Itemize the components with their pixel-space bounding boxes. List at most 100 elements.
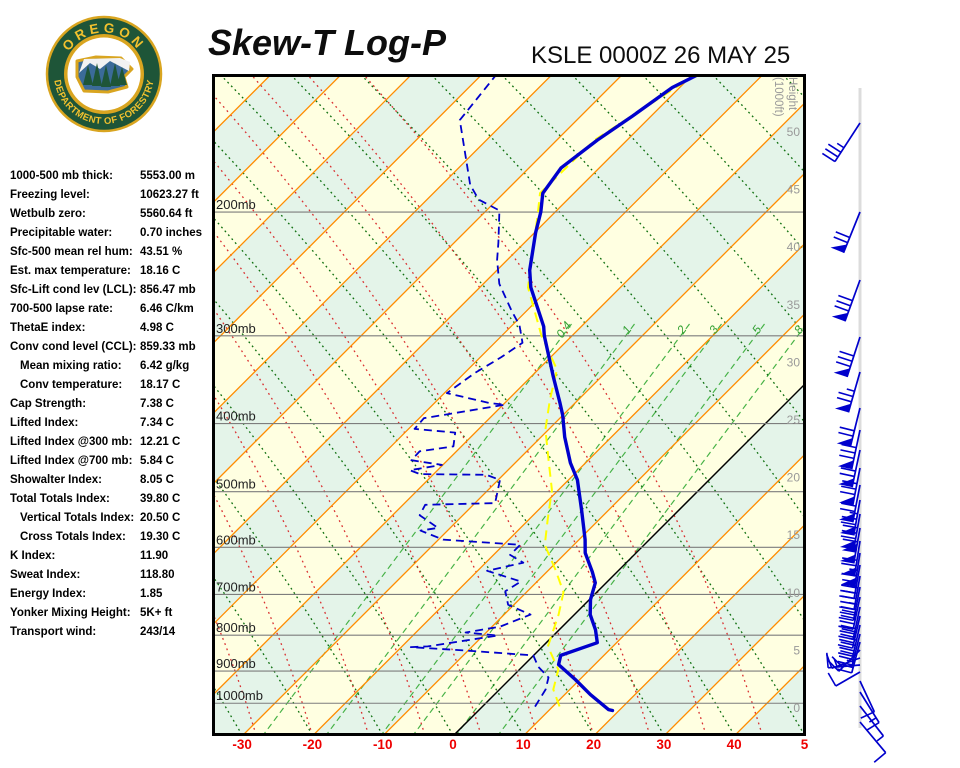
index-label: Lifted Index @700 mb: (10, 455, 133, 467)
index-row: Total Totals Index: 39.80 C (10, 490, 222, 509)
index-label: Yonker Mixing Height: (10, 607, 131, 619)
station-header: KSLE 0000Z 26 MAY 25 (531, 42, 791, 69)
index-label: Lifted Index: (10, 417, 79, 429)
wind-barb (837, 429, 861, 470)
height-tick-label: 30 (787, 355, 801, 369)
index-value: 856.47 mb (140, 284, 196, 296)
index-value: 0.70 inches (140, 227, 203, 239)
pressure-label: 800mb (216, 620, 256, 635)
temp-axis-label: -10 (373, 737, 393, 752)
index-value: 859.33 mb (140, 341, 196, 353)
index-row: Conv temperature: 18.17 C (10, 376, 222, 395)
index-value: 118.80 (140, 569, 175, 581)
index-row: 700-500 lapse rate: 6.46 C/km (10, 300, 222, 319)
skewt-chart: 200mb 300mb 400mb 500mb 600mb 700mb 800mb 900mb… (212, 74, 812, 768)
index-label: Conv temperature: (20, 379, 123, 391)
pressure-label: 300mb (216, 321, 256, 336)
index-label: Showalter Index: (10, 474, 103, 486)
index-label: K Index: (10, 550, 56, 562)
index-row: Sfc-Lift cond lev (LCL): 856.47 mb (10, 281, 222, 300)
index-value: 20.50 C (140, 512, 181, 524)
height-tick-label: 25 (787, 413, 801, 427)
temp-axis-label: 5 (801, 737, 809, 752)
index-label: Precipitable water: (10, 227, 113, 239)
index-value: 18.16 C (140, 265, 181, 277)
height-tick-label: 45 (787, 183, 801, 197)
index-label: Wetbulb zero: (10, 208, 86, 220)
wind-barb (859, 721, 887, 763)
index-value: 243/14 (140, 626, 176, 638)
index-value: 7.38 C (140, 398, 174, 410)
index-label: Freezing level: (10, 189, 90, 201)
index-row: Energy Index: 1.85 (10, 585, 222, 604)
temp-axis-label: -30 (232, 737, 252, 752)
index-label: Est. max temperature: (10, 265, 131, 277)
index-value: 7.34 C (140, 417, 174, 429)
pressure-label: 900mb (216, 656, 256, 671)
wind-barb (859, 705, 885, 742)
wind-barb (836, 407, 861, 448)
index-label: Total Totals Index: (10, 493, 110, 505)
wind-barb (859, 691, 880, 732)
wind-barb (837, 615, 861, 649)
wind-barb (838, 586, 861, 622)
temp-axis-label: 40 (727, 737, 742, 752)
height-tick-label: 5 (793, 643, 800, 657)
wind-barb (827, 671, 861, 687)
index-label: Sweat Index: (10, 569, 81, 581)
index-value: 11.90 (140, 550, 169, 562)
wind-barb (831, 279, 861, 322)
temp-axis-label: 30 (656, 737, 671, 752)
index-row: Est. max temperature: 18.16 C (10, 262, 222, 281)
wind-barb (821, 122, 861, 163)
index-row: Conv cond level (CCL): 859.33 mb (10, 338, 222, 357)
index-label: 700-500 lapse rate: (10, 303, 113, 315)
height-tick-label: 10 (787, 586, 801, 600)
index-label: ThetaE index: (10, 322, 86, 334)
index-row: Sweat Index: 118.80 (10, 566, 222, 585)
index-row: Precipitable water: 0.70 inches (10, 224, 222, 243)
index-row: Mean mixing ratio: 6.42 g/kg (10, 357, 222, 376)
index-label: Vertical Totals Index: (20, 512, 135, 524)
index-value: 5553.00 m (140, 170, 195, 182)
wind-barb (826, 652, 861, 669)
pressure-label: 600mb (216, 532, 256, 547)
index-row: Cap Strength: 7.38 C (10, 395, 222, 414)
index-label: Lifted Index @300 mb: (10, 436, 133, 448)
wind-barb (838, 624, 861, 657)
index-label: Cross Totals Index: (20, 531, 126, 543)
wind-barb (830, 211, 861, 254)
index-row: Cross Totals Index: 19.30 C (10, 528, 222, 547)
page-title: Skew-T Log-P (208, 22, 447, 63)
index-value: 6.46 C/km (140, 303, 194, 315)
index-row: ThetaE index: 4.98 C (10, 319, 222, 338)
logo-state-scene-icon (75, 55, 134, 94)
index-row: Freezing level: 10623.27 ft (10, 186, 222, 205)
height-tick-label: 15 (787, 528, 801, 542)
index-row: K Index: 11.90 (10, 547, 222, 566)
wind-barb-panel (806, 0, 960, 768)
height-axis-units: (1000ft) (772, 77, 784, 117)
wind-barb (839, 484, 861, 523)
temp-axis-label: 10 (516, 737, 531, 752)
index-row: 1000-500 mb thick: 5553.00 m (10, 167, 222, 186)
pressure-label: 500mb (216, 477, 256, 492)
index-label: 1000-500 mb thick: (10, 170, 113, 182)
pressure-label: 1000mb (216, 688, 263, 703)
index-row: Transport wind: 243/14 (10, 623, 222, 642)
wind-barbs-svg (821, 88, 887, 763)
index-value: 5.84 C (140, 455, 174, 467)
index-label: Sfc-500 mean rel hum: (10, 246, 133, 258)
height-tick-label: 35 (787, 298, 801, 312)
index-value: 5K+ ft (140, 607, 173, 619)
index-row: Yonker Mixing Height: 5K+ ft (10, 604, 222, 623)
index-value: 8.05 C (140, 474, 174, 486)
index-label: Mean mixing ratio: (20, 360, 122, 372)
temp-axis-label: -20 (303, 737, 323, 752)
index-row: Lifted Index @700 mb: 5.84 C (10, 452, 222, 471)
index-row: Sfc-500 mean rel hum: 43.51 % (10, 243, 222, 262)
height-axis-title: Height (786, 77, 798, 111)
index-row: Lifted Index @300 mb: 12.21 C (10, 433, 222, 452)
index-value: 10623.27 ft (140, 189, 199, 201)
